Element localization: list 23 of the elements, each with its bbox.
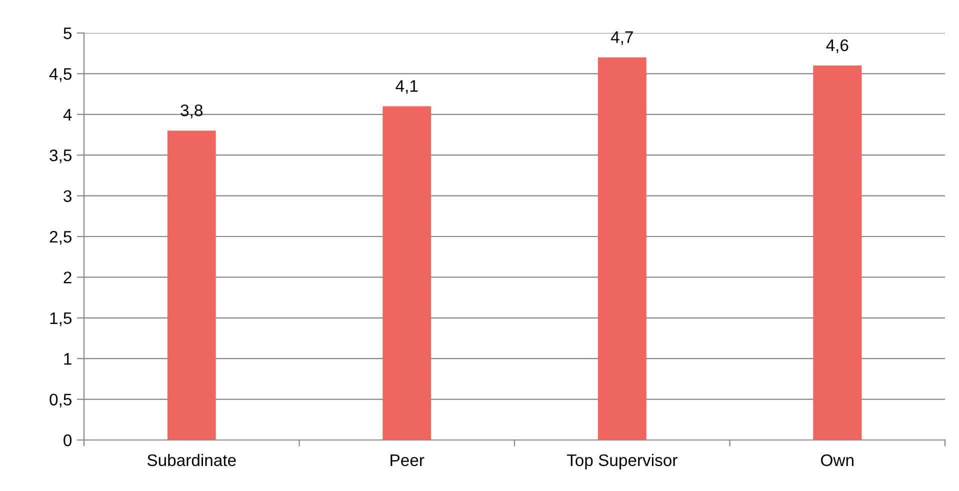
x-tick-label: Own — [821, 454, 854, 466]
data-label: 4,6 — [826, 39, 848, 54]
y-tick-label: 2 — [64, 272, 72, 284]
y-tick-label: 0 — [64, 434, 72, 446]
y-tick-label: 3,5 — [50, 150, 72, 164]
x-tick-label: Top Supervisor — [566, 454, 678, 470]
y-tick-label: 3 — [64, 190, 72, 202]
data-label: 4,1 — [396, 80, 418, 94]
data-label: 4,7 — [610, 31, 633, 45]
bar — [382, 106, 432, 440]
y-tick-label: 1 — [64, 353, 72, 365]
y-tick-label: 4 — [63, 108, 72, 120]
bar — [167, 130, 216, 440]
bar — [813, 66, 862, 440]
y-tick-label: 4,5 — [49, 68, 72, 82]
data-label: 3,8 — [180, 104, 202, 118]
bar — [598, 57, 646, 440]
y-tick-label: 2,5 — [50, 230, 72, 245]
y-tick-label: 5 — [64, 28, 72, 40]
y-tick-label: 0,5 — [50, 394, 72, 408]
x-tick-label: Subardinate — [147, 454, 236, 466]
x-tick-label: Peer — [390, 454, 424, 466]
y-tick-label: 1,5 — [50, 312, 72, 326]
